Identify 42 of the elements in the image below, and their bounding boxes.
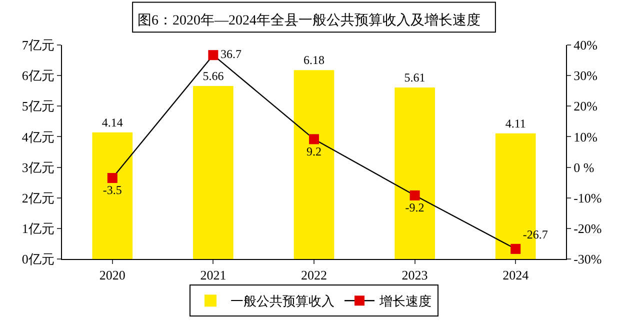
y2-tick-label: 20% [574, 98, 598, 114]
data-label: 4.11 [505, 116, 526, 130]
data-label: 5.61 [404, 70, 426, 84]
x-tick-label: 2021 [200, 268, 226, 283]
y-tick-label: 1亿元 [22, 220, 54, 236]
y-tick-label: 2亿元 [22, 190, 54, 206]
data-label: 9.2 [306, 144, 322, 158]
y-tick-label: 6亿元 [22, 68, 54, 84]
data-label: -3.5 [102, 183, 122, 198]
y-tick-label: 5亿元 [22, 98, 54, 114]
x-tick-label: 2022 [301, 268, 327, 283]
point [410, 190, 420, 200]
y-tick-label: 7亿元 [22, 38, 54, 53]
point [208, 50, 218, 60]
bar [92, 132, 133, 259]
y2-tick-label: -30% [574, 252, 602, 267]
legend-label: 增长速度 [378, 294, 432, 309]
y2-tick-label: 0 % [574, 160, 594, 175]
data-label: -9.2 [405, 200, 424, 215]
legend-label: 一般公共预算收入 [230, 294, 334, 309]
bar [193, 86, 234, 259]
y2-tick-label: -10% [574, 190, 602, 206]
chart-title: 图6：2020年—2024年全县一般公共预算收入及增长速度 [138, 12, 480, 29]
point [309, 134, 319, 144]
y2-tick-label: 40% [574, 38, 598, 53]
bar [294, 70, 334, 259]
y2-tick-label: 30% [574, 68, 598, 84]
y2-tick-label: 10% [574, 129, 598, 144]
x-tick-label: 2020 [99, 268, 126, 283]
data-label: 6.18 [304, 53, 324, 68]
x-tick-label: 2023 [402, 268, 428, 283]
data-label: 5.66 [202, 68, 224, 83]
point [107, 172, 118, 183]
x-tick-label: 2024 [502, 268, 530, 283]
data-label: 4.14 [102, 115, 123, 130]
y-tick-label: 0亿元 [22, 252, 54, 267]
y-tick-label: 4亿元 [22, 129, 54, 144]
bar [394, 87, 435, 259]
y-tick-label: 3亿元 [22, 160, 54, 175]
data-label: 36.7 [220, 47, 242, 62]
point [510, 244, 521, 254]
y2-tick-label: -20% [574, 220, 602, 236]
